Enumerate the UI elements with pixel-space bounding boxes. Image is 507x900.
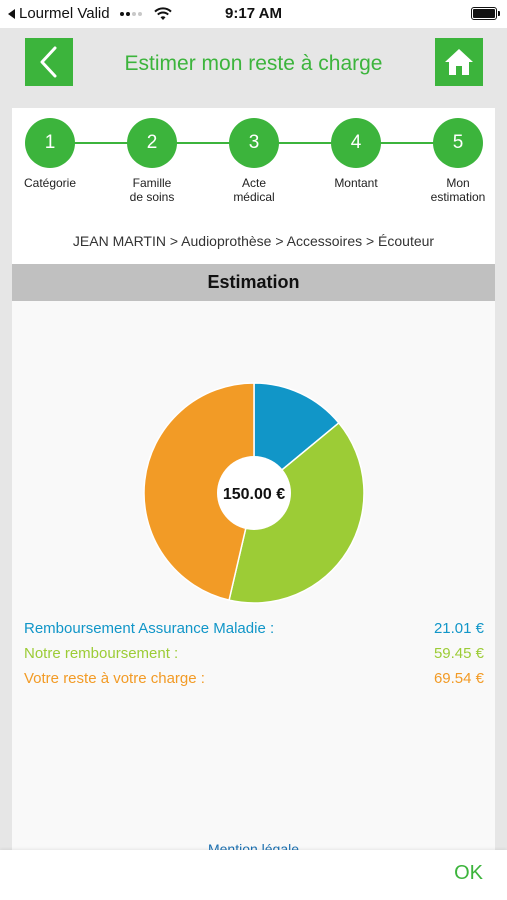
carrier-name: Lourmel Valid — [19, 5, 110, 22]
step-2: 2 Famille de soins — [107, 118, 197, 204]
step-1: 1 Catégorie — [5, 118, 95, 190]
step-label-2: Famille de soins — [129, 176, 175, 204]
legend-label-assurance-maladie: Remboursement Assurance Maladie : — [24, 620, 275, 637]
legend-row-notre-remboursement: Notre remboursement : 59.45 € — [24, 644, 484, 669]
step-circle-1[interactable]: 1 — [25, 118, 75, 168]
status-bar: Lourmel Valid 9:17 AM — [0, 0, 507, 28]
legal-mention-link[interactable]: Mention légale — [207, 841, 300, 850]
step-circle-2[interactable]: 2 — [127, 118, 177, 168]
header: Estimer mon reste à charge — [12, 28, 495, 98]
legend-label-notre-remboursement: Notre remboursement : — [24, 645, 179, 662]
signal-icon — [119, 11, 142, 16]
pie-center-label: 150.00 € — [223, 486, 285, 503]
legend-value-assurance-maladie: 21.01 € — [433, 620, 484, 637]
page-title: Estimer mon reste à charge — [124, 52, 383, 75]
status-left: Lourmel Valid — [8, 5, 172, 22]
status-time: 9:17 AM — [225, 5, 282, 22]
legend-value-notre-remboursement: 59.45 € — [433, 645, 484, 662]
step-circle-4[interactable]: 4 — [331, 118, 381, 168]
ok-button[interactable]: OK — [454, 862, 483, 884]
legend-row-assurance-maladie: Remboursement Assurance Maladie : 21.01 … — [24, 619, 484, 644]
step-label-5: Mon estimation — [430, 176, 486, 204]
pie-slice-reste-a-charge — [143, 382, 255, 602]
step-circle-3[interactable]: 3 — [229, 118, 279, 168]
pie-chart-container: 150.00 € — [12, 301, 495, 611]
step-label-3: Acte médical — [233, 176, 275, 204]
wifi-icon — [153, 6, 172, 20]
section-title: Estimation — [12, 264, 495, 301]
pie-slice-notre-remboursement — [228, 421, 365, 604]
legend-value-reste-a-charge: 69.54 € — [433, 670, 484, 687]
pie-center-hole — [217, 456, 291, 530]
home-icon — [445, 49, 473, 75]
step-3: 3 Acte médical — [209, 118, 299, 204]
legend-row-reste-a-charge: Votre reste à votre charge : 69.54 € — [24, 669, 484, 694]
step-5: 5 Mon estimation — [413, 118, 503, 204]
battery-icon — [471, 7, 500, 20]
estimation-panel: 150.00 € Remboursement Assurance Maladie… — [12, 301, 495, 850]
footer-bar: OK — [0, 850, 507, 900]
back-arrow-icon[interactable] — [8, 8, 15, 19]
step-indicator: 1 Catégorie 2 Famille de soins 3 Acte mé… — [12, 108, 495, 218]
step-circle-5[interactable]: 5 — [433, 118, 483, 168]
step-label-1: Catégorie — [23, 176, 77, 190]
legend: Remboursement Assurance Maladie : 21.01 … — [24, 619, 484, 694]
back-button[interactable] — [25, 38, 73, 86]
breadcrumb: JEAN MARTIN > Audioprothèse > Accessoire… — [12, 218, 495, 264]
pie-chart: 150.00 € — [143, 382, 365, 604]
home-button[interactable] — [435, 38, 483, 86]
legend-label-reste-a-charge: Votre reste à votre charge : — [24, 670, 205, 687]
chevron-left-icon — [40, 46, 57, 78]
step-label-4: Montant — [334, 176, 378, 190]
step-4: 4 Montant — [311, 118, 401, 190]
